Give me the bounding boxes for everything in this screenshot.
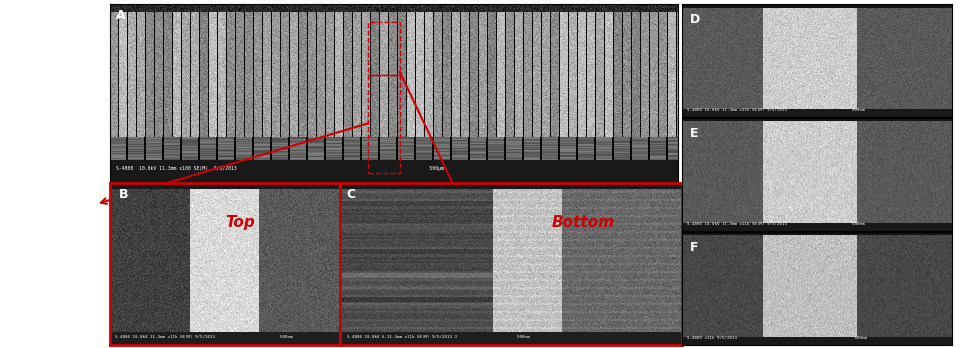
Text: S-4800 10.0kV 11.3mm x11k SE(M) 9/5/2013                          400nm: S-4800 10.0kV 11.3mm x11k SE(M) 9/5/2013… [687, 109, 864, 112]
Bar [368, 22, 399, 75]
Text: C: C [347, 188, 356, 201]
Bar [368, 75, 399, 173]
Text: S-4800  10.0kV 11.3mm x100 SE(M)  9/5/2013                                      : S-4800 10.0kV 11.3mm x100 SE(M) 9/5/2013 [115, 166, 443, 171]
Text: E: E [689, 127, 698, 140]
Text: Bottom: Bottom [552, 215, 614, 230]
Text: Top: Top [225, 215, 255, 230]
Text: S-4800 x11k 9/5/2013                                               500nm: S-4800 x11k 9/5/2013 500nm [687, 337, 867, 340]
Text: D: D [689, 13, 700, 26]
Text: S-4800 10.0kV 6.11.3mm x11k SE(M) 9/5/2013 3                        500nm: S-4800 10.0kV 6.11.3mm x11k SE(M) 9/5/20… [347, 334, 529, 339]
Text: B: B [119, 188, 129, 201]
Text: A: A [115, 9, 125, 22]
Text: S-4800 10.0kV 11.3mm x11k SE(M) 9/5/2013                          500nm: S-4800 10.0kV 11.3mm x11k SE(M) 9/5/2013… [114, 334, 292, 339]
Text: F: F [689, 241, 698, 254]
Text: S-4800 10.0kV 11.3mm x11k SE(M) 9/5/2013                          500nm: S-4800 10.0kV 11.3mm x11k SE(M) 9/5/2013… [687, 222, 864, 227]
